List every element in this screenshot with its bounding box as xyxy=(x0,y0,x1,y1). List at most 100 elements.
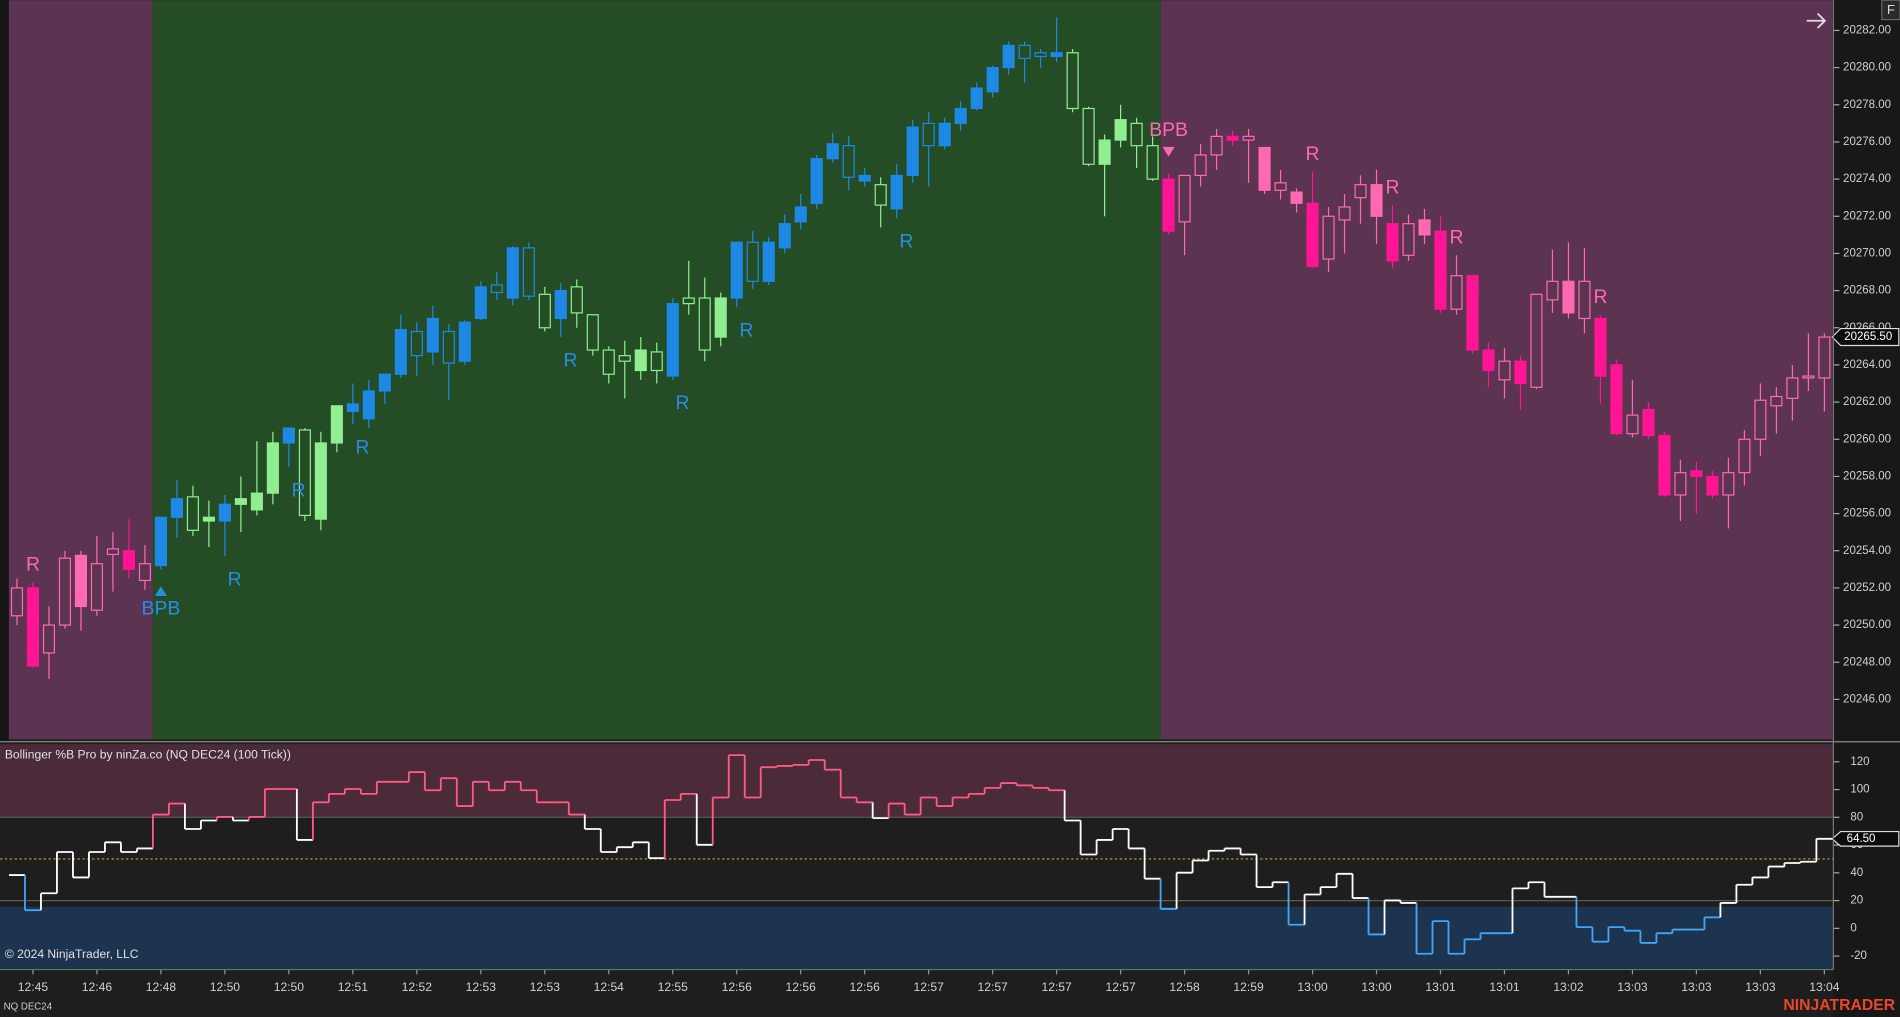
candle-body xyxy=(698,297,711,351)
candle-body xyxy=(474,286,487,320)
signal-label: R xyxy=(739,320,753,342)
candle-body xyxy=(922,122,935,147)
copyright: © 2024 NinjaTrader, LLC xyxy=(5,947,139,961)
candle-body xyxy=(1546,280,1559,301)
candle-body xyxy=(954,107,967,124)
oversold-zone xyxy=(0,906,1834,970)
candle-body xyxy=(90,563,103,611)
instrument-label: NQ DEC24 xyxy=(4,1002,53,1013)
candle-body xyxy=(58,557,72,626)
indicator-tick-label: 120 xyxy=(1850,756,1869,768)
candle-body xyxy=(1418,219,1431,236)
scroll-arrow-icon[interactable] xyxy=(1806,12,1827,29)
candle-body xyxy=(890,174,903,210)
time-tick-label: 13:03 xyxy=(1617,980,1648,994)
candle-body xyxy=(714,297,727,338)
candle-body xyxy=(1226,135,1239,141)
candle-body xyxy=(378,373,391,392)
corner-button-label[interactable]: F xyxy=(1887,2,1895,17)
candle-body xyxy=(1514,360,1527,385)
candle-body xyxy=(986,67,999,93)
time-tick-label: 12:54 xyxy=(594,980,625,994)
signal-label: R xyxy=(26,553,40,575)
price-tick-label: 20264.00 xyxy=(1843,359,1891,371)
signal-label: BPB xyxy=(1149,119,1188,141)
indicator-tick-label: 20 xyxy=(1850,895,1863,907)
price-tick-label: 20270.00 xyxy=(1843,247,1891,259)
signal-label: R xyxy=(292,479,306,501)
indicator-tick-label: -20 xyxy=(1850,950,1867,962)
candle-body xyxy=(778,223,791,249)
candle-body xyxy=(1162,178,1175,232)
price-tick-label: 20254.00 xyxy=(1843,545,1891,557)
candle-body xyxy=(1562,280,1575,314)
candle-body xyxy=(586,314,599,351)
candle-body xyxy=(858,174,871,182)
candle-body xyxy=(26,587,40,667)
candle-body xyxy=(1178,174,1191,223)
candle-body xyxy=(938,122,951,147)
time-tick-label: 12:57 xyxy=(914,980,945,994)
candle-body xyxy=(394,329,407,375)
price-tick-label: 20260.00 xyxy=(1843,433,1891,445)
candle-body xyxy=(1098,139,1111,165)
candle-body xyxy=(362,390,375,420)
signal-label: R xyxy=(1306,143,1320,165)
candle-body xyxy=(346,403,359,412)
price-tick-label: 20256.00 xyxy=(1843,508,1891,520)
candle-body xyxy=(1610,364,1623,435)
candle-body xyxy=(1674,472,1687,496)
signal-label: R xyxy=(1386,176,1400,198)
time-tick-label: 13:00 xyxy=(1297,980,1328,994)
candle-body xyxy=(1034,52,1047,58)
candle-body xyxy=(1706,475,1719,496)
candle-body xyxy=(42,624,56,654)
price-tick-label: 20276.00 xyxy=(1843,136,1891,148)
corner-button[interactable] xyxy=(1881,0,1900,21)
candle-body xyxy=(1642,408,1655,437)
candle-body xyxy=(1130,122,1143,147)
candle-body xyxy=(650,351,663,372)
candle-body xyxy=(762,241,775,282)
candle-body xyxy=(522,247,535,297)
signal-arrow-down xyxy=(1162,146,1175,157)
candle-body xyxy=(202,516,215,522)
last-price-label: 20265.50 xyxy=(1844,331,1892,343)
candle-body xyxy=(730,241,743,299)
price-tick-label: 20280.00 xyxy=(1843,62,1891,74)
candle-body xyxy=(442,330,455,364)
time-tick-label: 12:53 xyxy=(530,980,561,994)
indicator-title: Bollinger %B Pro by ninZa.co (NQ DEC24 (… xyxy=(5,747,291,761)
candle-body xyxy=(1370,184,1383,217)
candle-body xyxy=(314,442,327,520)
indicator-tick-label: 40 xyxy=(1850,867,1863,879)
price-tick-label: 20278.00 xyxy=(1843,99,1891,111)
candle-body xyxy=(538,293,551,329)
candle-body xyxy=(1082,107,1095,165)
signal-label: R xyxy=(1593,286,1607,308)
candle-body xyxy=(506,247,519,299)
candle-body xyxy=(1690,470,1703,478)
candle-body xyxy=(1146,145,1159,180)
candle-body xyxy=(602,349,615,375)
candle-body xyxy=(10,587,24,617)
signal-label: R xyxy=(228,569,242,591)
signal-label: BPB xyxy=(142,597,181,619)
candle-body xyxy=(170,498,183,518)
price-tick-label: 20250.00 xyxy=(1843,619,1891,631)
overbought-zone xyxy=(0,744,1834,818)
candle-body xyxy=(1786,377,1799,399)
candle-body xyxy=(570,286,583,314)
candle-body xyxy=(1050,52,1063,58)
time-tick-label: 13:01 xyxy=(1425,980,1456,994)
candle-body xyxy=(1578,280,1591,320)
candle-body xyxy=(634,349,647,372)
indicator-tick-label: 100 xyxy=(1850,784,1869,796)
candle-body xyxy=(1002,44,1015,69)
candle-body xyxy=(1290,191,1303,204)
candle-body xyxy=(618,355,631,362)
candle-body xyxy=(154,516,167,567)
candle-body xyxy=(106,548,119,556)
candle-body xyxy=(1258,146,1271,191)
time-tick-label: 12:59 xyxy=(1233,980,1264,994)
